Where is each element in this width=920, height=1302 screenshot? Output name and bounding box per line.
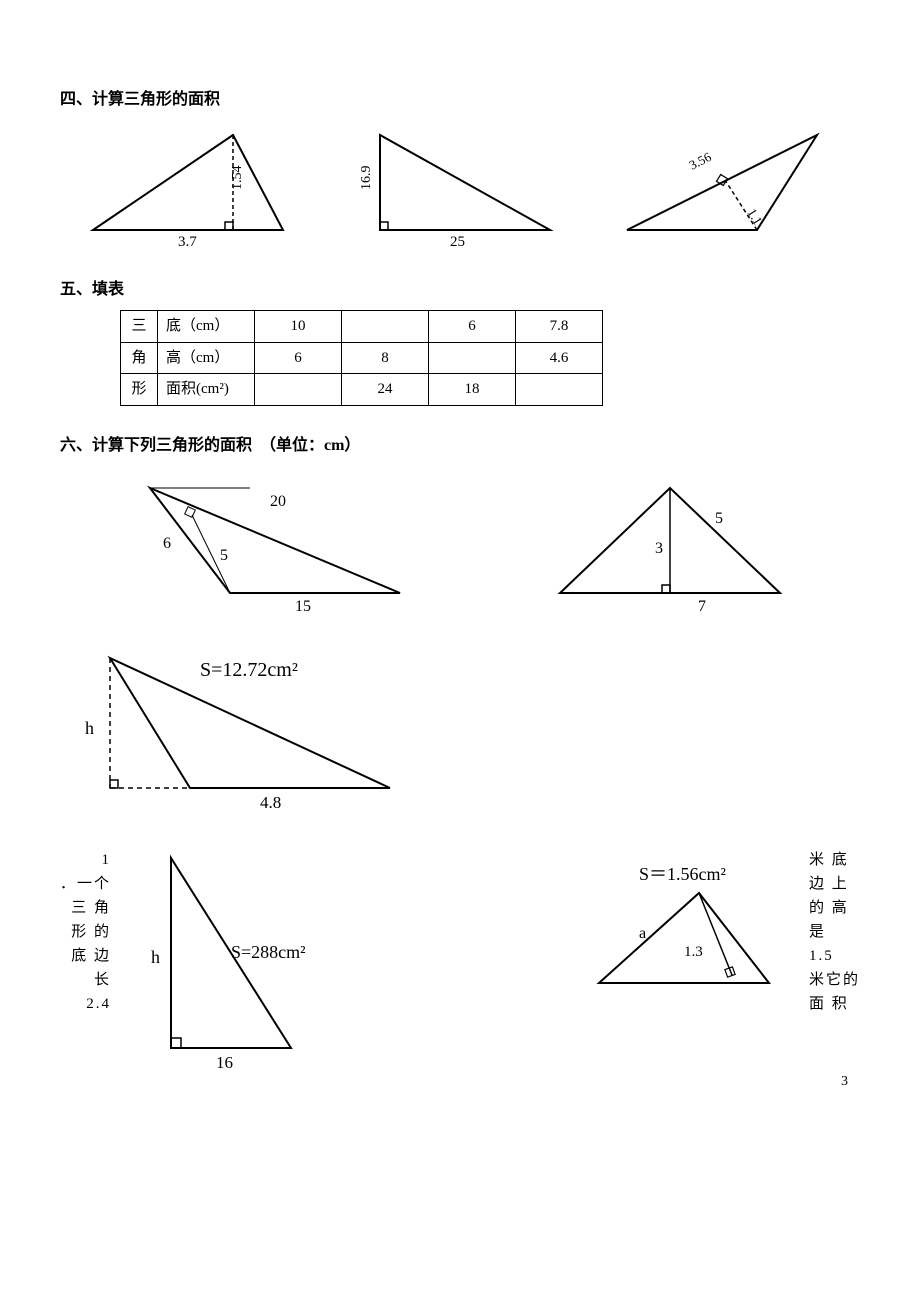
table-cell: 18 xyxy=(429,374,516,406)
table-row: 角 高（cm） 6 8 4.6 xyxy=(121,342,603,374)
section4-title: 四、计算三角形的面积 xyxy=(60,88,860,112)
table-cell: 4.6 xyxy=(516,342,603,374)
tri3-side-label: 3.56 xyxy=(686,149,714,173)
tri6c-h: h xyxy=(85,718,94,738)
triangle-6b: 5 3 7 xyxy=(540,468,800,618)
triangle-6c: S=12.72cm² h 4.8 xyxy=(70,648,430,818)
problem-text-right: 米 底 边 上 的 高 是 1.5 米它的 面 积 xyxy=(809,848,860,1016)
table-cell xyxy=(255,374,342,406)
problem-line: 米 底 xyxy=(809,848,849,872)
tri2-height-label: 16.9 xyxy=(359,166,374,191)
table-row: 三 底（cm） 10 6 7.8 xyxy=(121,311,603,343)
problem-line: 边 上 xyxy=(809,872,849,896)
tri6c-area: S=12.72cm² xyxy=(200,659,298,681)
row-label: 高（cm） xyxy=(158,342,255,374)
tri6d-area: S=288cm² xyxy=(231,942,306,962)
problem-line: 底 边 xyxy=(71,944,111,968)
tri6a-base: 15 xyxy=(295,598,311,615)
problem-text-left: 1 ．一个 三 角 形 的 底 边 长 2.4 xyxy=(60,848,111,1016)
table-cell: 8 xyxy=(342,342,429,374)
tri6e-h: 1.3 xyxy=(684,944,703,960)
problem-line: 长 xyxy=(94,968,111,992)
tri6e-a: a xyxy=(639,925,646,942)
problem-line: 1.5 xyxy=(809,944,834,968)
tri6a-inner: 5 xyxy=(220,547,228,564)
problem-line: 是 xyxy=(809,920,826,944)
tri6d-h: h xyxy=(151,947,160,967)
problem-line: 2.4 xyxy=(86,992,111,1016)
problem-line: 米它的 xyxy=(809,968,860,992)
tri6e-area: S＝1.56cm² xyxy=(639,864,726,884)
tri6b-h: 3 xyxy=(655,540,663,557)
fill-table: 三 底（cm） 10 6 7.8 角 高（cm） 6 8 4.6 形 面积(cm… xyxy=(120,310,603,406)
tri6a-left: 6 xyxy=(163,535,171,552)
tri6a-top: 20 xyxy=(270,493,286,510)
triangle-2: 16.9 25 xyxy=(350,120,570,250)
table-cell: 24 xyxy=(342,374,429,406)
problem-line: 面 积 xyxy=(809,992,849,1016)
table-cell xyxy=(342,311,429,343)
table-row: 形 面积(cm²) 24 18 xyxy=(121,374,603,406)
tri1-base-label: 3.7 xyxy=(178,234,197,250)
table-cell: 6 xyxy=(255,342,342,374)
tri6c-base: 4.8 xyxy=(260,793,281,812)
row-label: 底（cm） xyxy=(158,311,255,343)
problem-line: 1 xyxy=(85,848,112,872)
row-label: 面积(cm²) xyxy=(158,374,255,406)
problem-line: ．一个 xyxy=(60,872,111,896)
triangle-6d: S=288cm² h 16 xyxy=(121,848,351,1078)
problem-line: 的 高 xyxy=(809,896,849,920)
tri6d-base: 16 xyxy=(216,1053,233,1072)
table-cell: 7.8 xyxy=(516,311,603,343)
triangle-6a: 20 6 5 15 xyxy=(120,468,420,618)
table-cell xyxy=(516,374,603,406)
section6-row2: S=12.72cm² h 4.8 xyxy=(70,648,860,818)
triangle-1: 1.54 3.7 xyxy=(83,120,303,250)
table-cell xyxy=(429,342,516,374)
bottom-block: 1 ．一个 三 角 形 的 底 边 长 2.4 S=288cm² h 16 S＝… xyxy=(60,848,860,1078)
triangle-3: 3.56 1.1 xyxy=(617,120,837,250)
vheader-cell: 角 xyxy=(121,342,158,374)
page-number: 3 xyxy=(841,1071,848,1092)
section4-figures: 1.54 3.7 16.9 25 3.56 1.1 xyxy=(60,120,860,250)
tri3-height-label: 1.1 xyxy=(744,206,765,228)
section5-title: 五、填表 xyxy=(60,278,860,302)
tri6b-right: 5 xyxy=(715,510,723,527)
problem-line: 三 角 xyxy=(71,896,111,920)
table-cell: 6 xyxy=(429,311,516,343)
section6-row1: 20 6 5 15 5 3 7 xyxy=(60,468,860,618)
table-cell: 10 xyxy=(255,311,342,343)
section6-title: 六、计算下列三角形的面积 （单位：cm） xyxy=(60,434,860,458)
problem-line: 形 的 xyxy=(71,920,111,944)
vheader-cell: 三 xyxy=(121,311,158,343)
tri2-base-label: 25 xyxy=(450,234,465,250)
triangle-6e: S＝1.56cm² a 1.3 xyxy=(579,858,799,1008)
tri1-height-label: 1.54 xyxy=(230,166,245,191)
tri6b-base: 7 xyxy=(698,598,706,615)
vheader-cell: 形 xyxy=(121,374,158,406)
